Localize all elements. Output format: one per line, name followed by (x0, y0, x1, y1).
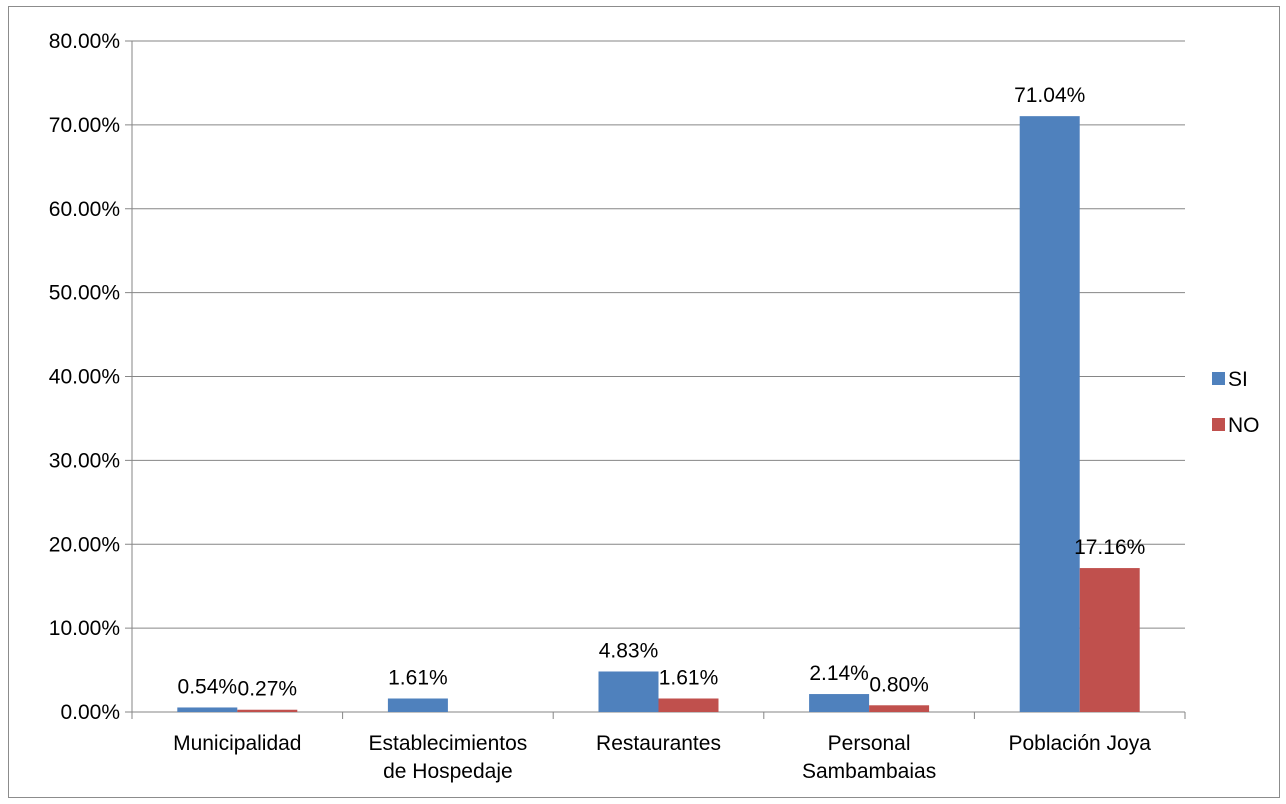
data-label: 17.16% (1074, 536, 1145, 559)
y-tick-label: 60.00% (49, 198, 120, 221)
y-tick-label: 40.00% (49, 366, 120, 389)
data-label: 1.61% (388, 666, 448, 689)
y-tick-label: 20.00% (49, 533, 120, 556)
data-label: 71.04% (1014, 84, 1085, 107)
y-tick-label: 10.00% (49, 617, 120, 640)
legend-label-si: SI (1228, 368, 1248, 391)
bar-no (658, 698, 719, 712)
y-tick-label: 70.00% (49, 114, 120, 137)
chart-frame: 0.00% 10.00% 20.00% 30.00% 40.00% 50.00% 60.00… (8, 6, 1280, 798)
category-label: Restaurantes (596, 732, 721, 755)
data-label: 0.80% (869, 673, 929, 696)
bar-no (1079, 568, 1140, 712)
bar-si (809, 694, 870, 712)
y-tick-label: 30.00% (49, 449, 120, 472)
legend-label-no: NO (1228, 414, 1260, 437)
data-label: 2.14% (809, 662, 869, 685)
y-tick-label: 50.00% (49, 282, 120, 305)
bar-no (869, 705, 930, 712)
category-label: Personal Sambambaias (802, 732, 936, 783)
category-label: Municipalidad (173, 732, 301, 755)
category-label: Población Joya (1008, 732, 1151, 755)
bar-si (177, 707, 238, 712)
y-tick-label: 0.00% (60, 701, 120, 724)
data-label: 0.54% (178, 675, 238, 698)
legend-swatch-no (1212, 418, 1225, 431)
bar-si (1019, 116, 1080, 713)
category-label: Establecimientos de Hospedaje (369, 732, 528, 783)
bar-si (387, 698, 448, 712)
data-label: 4.83% (599, 639, 659, 662)
data-label: 1.61% (659, 666, 719, 689)
legend-swatch-si (1212, 372, 1225, 385)
data-label: 0.27% (238, 678, 298, 701)
bar-no (237, 709, 298, 712)
bar-chart: 0.00% 10.00% 20.00% 30.00% 40.00% 50.00% 60.00… (49, 30, 1260, 783)
bar-si (598, 671, 659, 712)
y-tick-label: 80.00% (49, 30, 120, 53)
